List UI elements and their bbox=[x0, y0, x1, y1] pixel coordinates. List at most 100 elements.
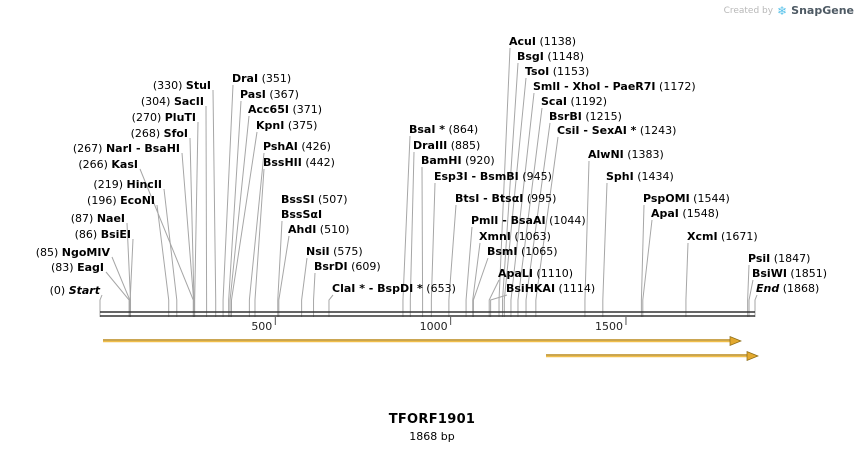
map-label[interactable]: PspOMI (1544) bbox=[643, 192, 730, 205]
enzyme-name: EcoNI bbox=[120, 194, 155, 207]
map-label[interactable]: (87) NaeI bbox=[71, 212, 125, 225]
map-label[interactable]: (268) SfoI bbox=[131, 127, 188, 140]
map-label[interactable]: CsiI - SexAI * (1243) bbox=[557, 124, 676, 137]
site-position: (196) bbox=[87, 194, 121, 207]
enzyme-name: BsmI bbox=[487, 245, 518, 258]
map-label[interactable]: DraI (351) bbox=[232, 72, 291, 85]
map-label[interactable]: BsrDI (609) bbox=[314, 260, 381, 273]
scale-tick-label: 1000 bbox=[420, 320, 448, 333]
map-label[interactable]: (266) KasI bbox=[78, 158, 138, 171]
map-label[interactable]: (270) PluTI bbox=[132, 111, 196, 124]
snapgene-brand-label: SnapGene bbox=[791, 4, 854, 17]
map-label[interactable]: (330) StuI bbox=[153, 79, 211, 92]
map-label[interactable]: (85) NgoMIV bbox=[36, 246, 110, 259]
map-label[interactable]: ApaLI (1110) bbox=[498, 267, 573, 280]
snapgene-logo-icon: ❄ bbox=[777, 3, 788, 18]
map-label[interactable]: AhdI (510) bbox=[288, 223, 349, 236]
map-label[interactable]: XmnI (1063) bbox=[479, 230, 551, 243]
site-position: (1243) bbox=[636, 124, 677, 137]
map-label[interactable]: (219) HincII bbox=[93, 178, 162, 191]
map-label[interactable]: TsoI (1153) bbox=[525, 65, 589, 78]
site-position: (1215) bbox=[581, 110, 622, 123]
site-position: (1063) bbox=[510, 230, 551, 243]
site-position: (1544) bbox=[689, 192, 730, 205]
credit-prefix-label: Created by bbox=[723, 5, 774, 16]
map-label[interactable]: BsrBI (1215) bbox=[549, 110, 622, 123]
site-position: (426) bbox=[297, 140, 331, 153]
enzyme-name: BtsI - BtsαI bbox=[455, 192, 524, 205]
map-label[interactable]: (267) NarI - BsaHI bbox=[73, 142, 180, 155]
site-position: (270) bbox=[131, 111, 165, 124]
enzyme-name: BssSαI bbox=[281, 208, 323, 221]
site-position: (351) bbox=[258, 72, 292, 85]
map-label[interactable]: XcmI (1671) bbox=[687, 230, 758, 243]
map-label[interactable]: (0) Start bbox=[50, 284, 100, 297]
map-label[interactable]: End (1868) bbox=[756, 282, 819, 295]
enzyme-name: SfoI bbox=[163, 127, 188, 140]
enzyme-name: KpnI bbox=[256, 119, 285, 132]
enzyme-name: NaeI bbox=[96, 212, 125, 225]
title-block: TFORF1901 1868 bp bbox=[0, 412, 864, 443]
map-label[interactable]: Esp3I - BsmBI (945) bbox=[434, 170, 552, 183]
enzyme-name: AcuI bbox=[509, 35, 536, 48]
map-label[interactable]: BamHI (920) bbox=[421, 154, 495, 167]
enzyme-name: ScaI bbox=[541, 95, 567, 108]
enzyme-name: NgoMIV bbox=[61, 246, 110, 259]
map-label[interactable]: (196) EcoNI bbox=[87, 194, 155, 207]
map-label[interactable]: (86) BsiEI bbox=[75, 228, 131, 241]
map-label[interactable]: ApaI (1548) bbox=[651, 207, 719, 220]
enzyme-name: BsiHKAI bbox=[506, 282, 556, 295]
enzyme-name: BsrDI bbox=[314, 260, 348, 273]
enzyme-name: PmlI - BsaAI bbox=[471, 214, 546, 227]
map-label[interactable]: DraIII (885) bbox=[413, 139, 480, 152]
site-position: (1138) bbox=[535, 35, 577, 48]
site-position: (1671) bbox=[717, 230, 758, 243]
site-position: (268) bbox=[130, 127, 164, 140]
site-position: (85) bbox=[35, 246, 62, 259]
map-label[interactable]: PasI (367) bbox=[240, 88, 299, 101]
map-label[interactable]: SmlI - XhoI - PaeR7I (1172) bbox=[533, 80, 696, 93]
map-label[interactable]: PshAI (426) bbox=[263, 140, 331, 153]
map-label[interactable]: (304) SacII bbox=[141, 95, 204, 108]
map-label[interactable]: BsgI (1148) bbox=[517, 50, 584, 63]
enzyme-name: StuI bbox=[185, 79, 211, 92]
enzyme-name: PsiI bbox=[748, 252, 771, 265]
map-label[interactable]: Acc65I (371) bbox=[248, 103, 322, 116]
map-label[interactable]: BssSαI bbox=[281, 208, 322, 221]
site-position: (1114) bbox=[555, 282, 596, 295]
site-position: (330) bbox=[152, 79, 186, 92]
enzyme-name: Start bbox=[68, 284, 100, 297]
map-label[interactable]: PmlI - BsaAI (1044) bbox=[471, 214, 586, 227]
map-label[interactable]: ScaI (1192) bbox=[541, 95, 607, 108]
enzyme-name: SphI bbox=[606, 170, 634, 183]
site-position: (1110) bbox=[532, 267, 573, 280]
site-position: (375) bbox=[284, 119, 318, 132]
site-position: (87) bbox=[70, 212, 97, 225]
map-label[interactable]: KpnI (375) bbox=[256, 119, 317, 132]
map-label[interactable]: BsaI * (864) bbox=[409, 123, 478, 136]
map-label[interactable]: NsiI (575) bbox=[306, 245, 363, 258]
map-label[interactable]: BssHII (442) bbox=[263, 156, 335, 169]
site-position: (995) bbox=[523, 192, 557, 205]
enzyme-name: BsiWI bbox=[752, 267, 787, 280]
map-label[interactable]: SphI (1434) bbox=[606, 170, 674, 183]
enzyme-name: NarI - BsaHI bbox=[105, 142, 180, 155]
map-label[interactable]: AcuI (1138) bbox=[509, 35, 576, 48]
orf-arrow-head[interactable] bbox=[729, 335, 742, 347]
map-label[interactable]: BsiHKAI (1114) bbox=[506, 282, 595, 295]
map-label[interactable]: BsmI (1065) bbox=[487, 245, 558, 258]
map-label[interactable]: PsiI (1847) bbox=[748, 252, 810, 265]
orf-arrow-head[interactable] bbox=[746, 350, 759, 362]
map-label[interactable]: AlwNI (1383) bbox=[588, 148, 664, 161]
map-label[interactable]: (83) EagI bbox=[51, 261, 104, 274]
map-label[interactable]: BssSI (507) bbox=[281, 193, 348, 206]
map-label[interactable]: BsiWI (1851) bbox=[752, 267, 827, 280]
map-label[interactable]: BtsI - BtsαI (995) bbox=[455, 192, 556, 205]
site-position: (83) bbox=[51, 261, 78, 274]
enzyme-name: PspOMI bbox=[643, 192, 690, 205]
map-label[interactable]: ClaI * - BspDI * (653) bbox=[332, 282, 456, 295]
site-position: (1868) bbox=[779, 282, 820, 295]
